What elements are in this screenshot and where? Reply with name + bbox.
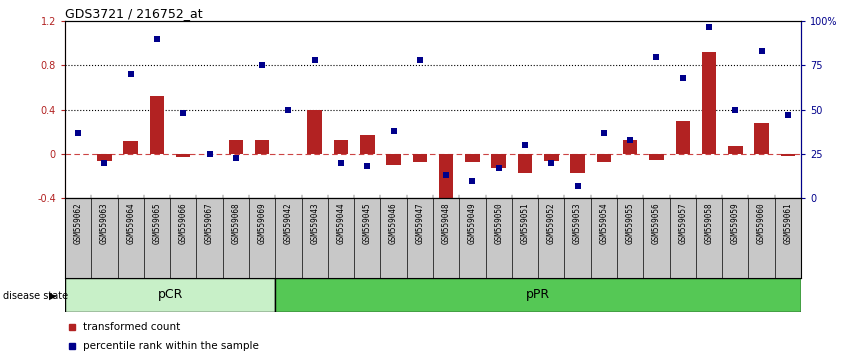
Point [334,160,348,166]
Text: GSM559059: GSM559059 [731,202,740,244]
Point [466,178,480,183]
Text: GSM559068: GSM559068 [231,202,241,244]
Bar [597,154,611,162]
Bar [701,52,716,154]
Point [597,130,611,136]
Point [360,164,374,169]
Text: GSM559047: GSM559047 [416,202,424,244]
Text: GSM559049: GSM559049 [468,202,477,244]
Text: GSM559058: GSM559058 [705,202,714,244]
Bar [176,154,191,157]
Text: pCR: pCR [158,288,183,301]
Text: ▶: ▶ [49,291,57,301]
Text: GSM559067: GSM559067 [205,202,214,244]
Text: GSM559055: GSM559055 [625,202,635,244]
Point [307,57,321,63]
Text: GSM559056: GSM559056 [652,202,661,244]
Text: GSM559065: GSM559065 [152,202,161,244]
Point [150,36,164,42]
Bar [307,110,322,154]
Text: GSM559043: GSM559043 [310,202,320,244]
Text: disease state: disease state [3,291,68,301]
Bar [386,154,401,165]
Bar [275,278,801,312]
Point [518,142,532,148]
Point [177,110,191,116]
Bar [675,121,690,154]
Point [492,165,506,171]
Text: GSM559042: GSM559042 [284,202,293,244]
Text: GSM559066: GSM559066 [178,202,188,244]
Bar [650,154,663,160]
Text: GSM559044: GSM559044 [337,202,346,244]
Text: percentile rank within the sample: percentile rank within the sample [83,341,259,351]
Bar [229,139,243,154]
Point [728,107,742,113]
Bar [439,154,454,204]
Point [650,54,663,59]
Bar [465,154,480,162]
Bar [728,146,742,154]
Text: GSM559048: GSM559048 [442,202,450,244]
Bar [518,154,533,173]
Text: GSM559052: GSM559052 [546,202,556,244]
Text: GSM559060: GSM559060 [757,202,766,244]
Bar [360,135,374,154]
Bar [623,139,637,154]
Point [545,160,559,166]
Point [98,160,112,166]
Point [386,128,400,134]
Point [255,63,269,68]
Text: GSM559057: GSM559057 [678,202,688,244]
Bar [544,154,559,161]
Point [675,75,689,81]
Text: GSM559053: GSM559053 [573,202,582,244]
Point [124,72,138,77]
Point [571,183,585,189]
Text: GSM559064: GSM559064 [126,202,135,244]
Text: GDS3721 / 216752_at: GDS3721 / 216752_at [65,7,203,20]
Point [281,107,295,113]
Point [702,24,716,29]
Bar [65,278,275,312]
Text: GSM559050: GSM559050 [494,202,503,244]
Bar [780,154,795,156]
Text: GSM559061: GSM559061 [784,202,792,244]
Bar [150,97,165,154]
Bar [124,141,138,154]
Text: GSM559046: GSM559046 [389,202,398,244]
Point [781,112,795,118]
Point [439,172,453,178]
Text: GSM559069: GSM559069 [257,202,267,244]
Point [624,137,637,143]
Text: pPR: pPR [526,288,550,301]
Bar [754,123,769,154]
Text: GSM559062: GSM559062 [74,202,82,244]
Text: transformed count: transformed count [83,322,181,332]
Bar [571,154,585,173]
Bar [412,154,427,162]
Point [229,155,242,160]
Text: GSM559045: GSM559045 [363,202,372,244]
Point [71,130,85,136]
Text: GSM559051: GSM559051 [520,202,529,244]
Bar [255,139,269,154]
Text: GSM559054: GSM559054 [599,202,609,244]
Bar [97,154,112,161]
Point [754,48,768,54]
Point [203,151,216,157]
Bar [492,154,506,169]
Text: GSM559063: GSM559063 [100,202,109,244]
Point [413,57,427,63]
Bar [333,139,348,154]
